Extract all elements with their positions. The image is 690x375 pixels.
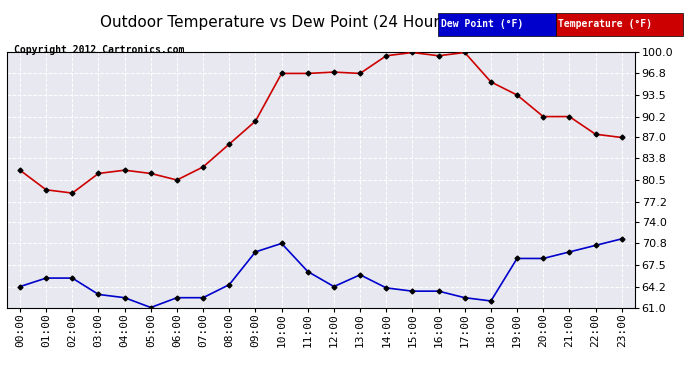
Text: Copyright 2012 Cartronics.com: Copyright 2012 Cartronics.com xyxy=(14,45,184,55)
Text: Outdoor Temperature vs Dew Point (24 Hours) 20120723: Outdoor Temperature vs Dew Point (24 Hou… xyxy=(99,15,535,30)
Text: Temperature (°F): Temperature (°F) xyxy=(558,20,652,29)
Text: Dew Point (°F): Dew Point (°F) xyxy=(441,20,523,29)
